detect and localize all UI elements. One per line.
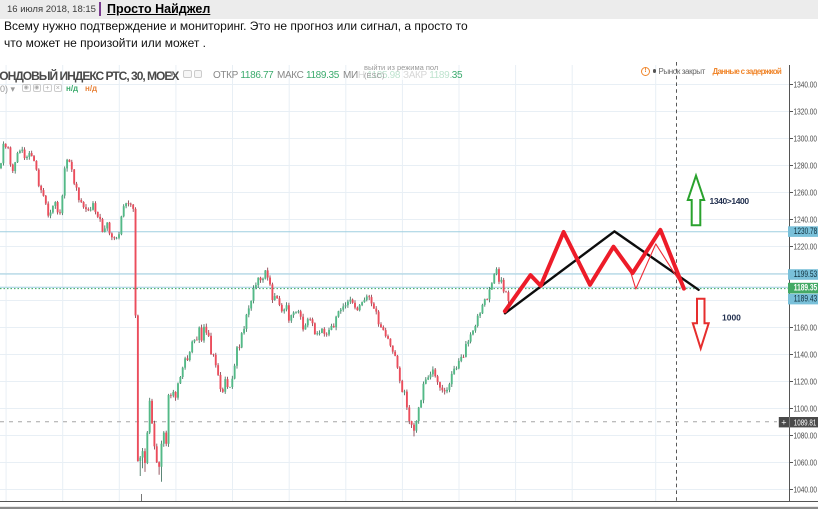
svg-text:1120.00: 1120.00 (794, 377, 818, 387)
svg-text:1340.00: 1340.00 (794, 80, 818, 90)
svg-text:1000: 1000 (722, 313, 741, 323)
svg-text:1199.53: 1199.53 (794, 269, 817, 279)
svg-text:+: + (781, 417, 786, 427)
svg-text:1089.81: 1089.81 (794, 417, 817, 427)
svg-text:1060.00: 1060.00 (794, 458, 818, 468)
svg-text:1040.00: 1040.00 (794, 485, 818, 495)
svg-text:1189.35: 1189.35 (794, 283, 817, 293)
svg-text:1260.00: 1260.00 (794, 188, 818, 198)
svg-text:1340>1400: 1340>1400 (710, 196, 750, 206)
svg-text:1100.00: 1100.00 (794, 404, 818, 414)
svg-text:1320.00: 1320.00 (794, 107, 818, 117)
svg-text:1280.00: 1280.00 (794, 161, 818, 171)
svg-text:1160.00: 1160.00 (794, 323, 818, 333)
svg-text:1220.00: 1220.00 (794, 242, 818, 252)
svg-text:1140.00: 1140.00 (794, 350, 818, 360)
svg-text:1240.00: 1240.00 (794, 215, 818, 225)
svg-text:1300.00: 1300.00 (794, 134, 818, 144)
svg-text:1189.43: 1189.43 (794, 294, 817, 304)
svg-text:1230.78: 1230.78 (794, 226, 817, 236)
svg-text:1080.00: 1080.00 (794, 431, 818, 441)
